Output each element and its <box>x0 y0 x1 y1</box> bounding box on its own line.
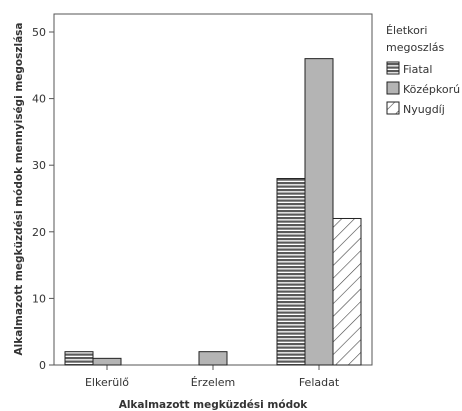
legend-title-line-2: megoszlás <box>386 41 444 54</box>
legend-label: Középkorú <box>403 83 460 96</box>
bar <box>304 58 334 366</box>
x-axis-title: Alkalmazott megküzdési módok <box>119 399 309 411</box>
y-axis-title: Alkalmazott megküzdési módok mennyiségi … <box>13 22 25 355</box>
bar <box>332 217 362 366</box>
bar <box>276 178 306 366</box>
y-tick-label: 30 <box>32 159 46 172</box>
legend-swatch <box>386 61 400 75</box>
bar <box>64 351 94 366</box>
bar <box>198 351 228 366</box>
y-tick-label: 10 <box>32 292 46 305</box>
x-tick-label: Elkerülő <box>85 376 129 389</box>
legend-label: Nyugdíj <box>403 103 445 116</box>
legend-label: Fiatal <box>403 63 432 76</box>
y-tick-label: 40 <box>32 93 46 106</box>
y-axis-ticks: 0 10 20 30 40 50 <box>32 26 54 372</box>
bars <box>64 58 362 366</box>
legend: Életkori megoszlás Fiatal Középkorú Nyugdí… <box>386 24 460 116</box>
bar <box>92 357 122 366</box>
legend-swatch <box>386 101 400 115</box>
y-tick-label: 20 <box>32 226 46 239</box>
x-tick-label: Érzelem <box>191 376 236 389</box>
x-axis-ticks: Elkerülő Érzelem Feladat <box>85 365 340 389</box>
y-tick-label: 50 <box>32 26 46 39</box>
legend-swatch <box>386 81 400 95</box>
legend-title-line-1: Életkori <box>386 24 427 37</box>
x-tick-label: Feladat <box>299 376 340 389</box>
y-tick-label: 0 <box>39 359 46 372</box>
